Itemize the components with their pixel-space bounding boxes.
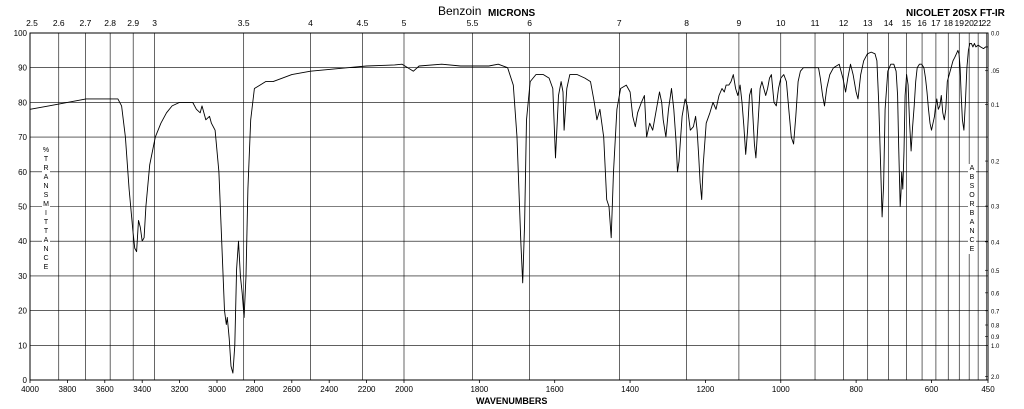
y-tick-label: 0	[23, 376, 28, 385]
x-axis-label: WAVENUMBERS	[476, 396, 548, 406]
micron-tick-label: 6	[527, 18, 532, 28]
absorbance-tick-label: 1.0	[991, 344, 1000, 350]
x-tick-label: 3800	[59, 385, 77, 394]
micron-tick-label: 14	[884, 18, 894, 28]
x-tick-label: 2800	[246, 385, 264, 394]
x-tick-label: 3600	[96, 385, 114, 394]
absorbance-tick-label: 0.7	[991, 309, 1000, 315]
micron-tick-label: 2.5	[26, 18, 38, 28]
absorbance-tick-label: 0.4	[991, 240, 1000, 246]
y-tick-label: 70	[18, 133, 27, 142]
absorbance-tick-label: .05	[991, 69, 1000, 75]
x-tick-label: 2400	[320, 385, 338, 394]
x-tick-label: 1400	[621, 385, 639, 394]
y-tick-label: 90	[18, 64, 27, 73]
micron-tick-label: 3	[152, 18, 157, 28]
absorbance-tick-label: 0.1	[991, 103, 1000, 109]
y-tick-label: 100	[14, 29, 28, 38]
micron-tick-label: 16	[917, 18, 927, 28]
instrument-label: NICOLET 20SX FT-IR	[906, 8, 1005, 19]
micron-tick-label: 5	[402, 18, 407, 28]
x-tick-label: 1200	[697, 385, 715, 394]
x-tick-label: 2000	[395, 385, 413, 394]
micron-tick-label: 9	[737, 18, 742, 28]
micron-tick-label: 8	[684, 18, 689, 28]
micron-axis-label: MICRONS	[488, 8, 536, 19]
x-tick-label: 3200	[171, 385, 189, 394]
micron-tick-label: 21	[973, 18, 983, 28]
micron-tick-label: 2.7	[79, 18, 91, 28]
y-tick-label: 30	[18, 272, 27, 281]
micron-tick-label: 11	[811, 18, 820, 28]
micron-tick-label: 19	[955, 18, 965, 28]
micron-tick-label: 22	[982, 18, 992, 28]
absorbance-tick-label: 0.8	[991, 324, 1000, 330]
x-tick-label: 2600	[283, 385, 301, 394]
micron-tick-label: 3.5	[238, 18, 250, 28]
absorbance-tick-label: 0.0	[991, 32, 1000, 38]
x-tick-label: 450	[981, 385, 995, 394]
micron-tick-label: 10	[776, 18, 786, 28]
spectrum-line	[29, 42, 988, 374]
x-tick-label: 600	[925, 385, 939, 394]
micron-tick-label: 20	[964, 18, 974, 28]
x-tick-label: 3000	[208, 385, 226, 394]
y-tick-label: 20	[18, 307, 27, 316]
plot-frame	[29, 32, 989, 381]
absorbance-tick-label: 0.5	[991, 269, 1000, 275]
x-tick-label: 1000	[772, 385, 790, 394]
micron-tick-label: 2.6	[53, 18, 65, 28]
micron-tick-label: 4	[308, 18, 313, 28]
micron-tick-label: 2.8	[104, 18, 116, 28]
absorbance-tick-label: 0.6	[991, 291, 1000, 297]
y-tick-label: 80	[18, 98, 27, 107]
y-axis-label-left: % T R A N S M I T T A N C E	[42, 146, 50, 272]
x-tick-label: 3400	[133, 385, 151, 394]
chart-title: Benzoin	[438, 4, 482, 18]
micron-tick-label: 13	[863, 18, 873, 28]
micron-tick-label: 4.5	[357, 18, 369, 28]
absorbance-tick-label: 2.0	[991, 375, 1000, 381]
spectrum-series	[29, 42, 988, 374]
absorbance-tick-label: 0.2	[991, 160, 1000, 166]
y-tick-label: 50	[18, 203, 27, 212]
micron-tick-label: 5.5	[467, 18, 479, 28]
y-tick-label: 10	[18, 341, 27, 350]
x-tick-label: 4000	[21, 385, 39, 394]
micron-tick-label: 17	[931, 18, 941, 28]
x-tick-label: 1600	[546, 385, 564, 394]
micron-tick-label: 15	[902, 18, 912, 28]
micron-tick-label: 7	[617, 18, 622, 28]
y-tick-label: 60	[18, 168, 27, 177]
absorbance-tick-label: 0.3	[991, 205, 1000, 211]
micron-tick-label: 18	[943, 18, 953, 28]
y-tick-label: 40	[18, 237, 27, 246]
x-tick-label: 1800	[470, 385, 488, 394]
micron-tick-label: 2.9	[127, 18, 139, 28]
micron-tick-label: 12	[839, 18, 849, 28]
absorbance-tick-label: 0.9	[991, 335, 1000, 341]
x-tick-label: 2200	[358, 385, 376, 394]
x-tick-label: 800	[849, 385, 863, 394]
